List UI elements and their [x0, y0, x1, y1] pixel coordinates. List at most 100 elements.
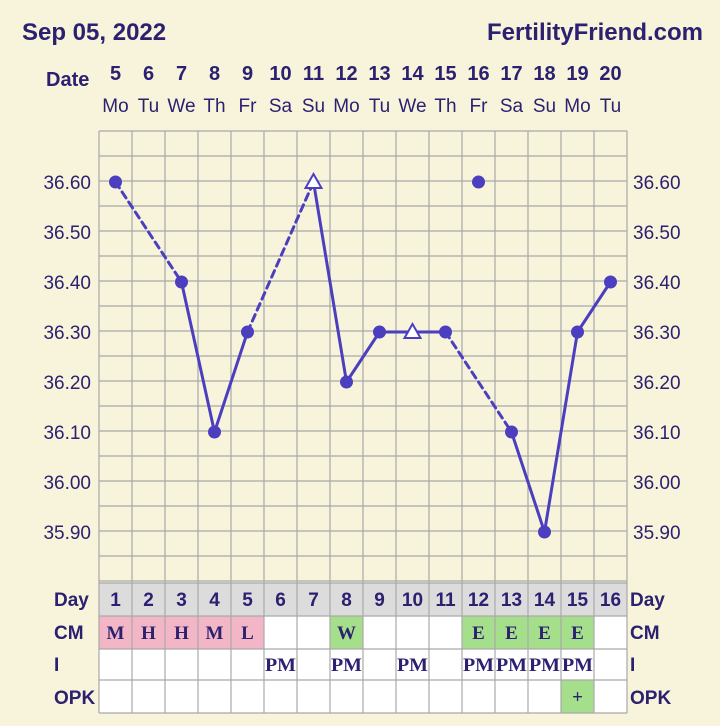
- y-tick-label-left: 36.00: [43, 473, 91, 494]
- date-label: 14: [401, 63, 424, 85]
- i-row-label-left: I: [54, 655, 59, 676]
- cycle-day: 8: [341, 590, 352, 611]
- y-tick-label-left: 36.40: [43, 273, 91, 294]
- y-tick-label-left: 36.10: [43, 423, 91, 444]
- cm-value: L: [241, 623, 254, 644]
- cm-value: W: [337, 623, 356, 644]
- y-tick-label-left: 36.20: [43, 373, 91, 394]
- date-label: 20: [599, 63, 621, 85]
- cm-cell-fill: [231, 616, 264, 649]
- cycle-day: 16: [600, 590, 621, 611]
- temp-line-dashed-segment: [114, 180, 183, 284]
- temp-line-segment: [180, 280, 216, 434]
- cycle-day: 6: [275, 590, 286, 611]
- cm-cell-fill: [330, 616, 363, 649]
- temp-point: [109, 175, 122, 189]
- temp-point: [538, 525, 551, 539]
- weekday-label: Tu: [369, 96, 390, 117]
- date-row-label: Date: [46, 69, 89, 91]
- cm-cell-fill: [561, 616, 594, 649]
- cycle-day: 3: [176, 590, 187, 611]
- date-label: 18: [533, 63, 555, 85]
- temp-point-open-triangle: [303, 171, 324, 189]
- cycle-day: 11: [435, 590, 456, 611]
- cm-cell-fill: [528, 616, 561, 649]
- temp-point: [604, 275, 617, 289]
- temp-point: [208, 425, 221, 439]
- weekday-label: We: [167, 96, 195, 117]
- intercourse-value: PM: [397, 655, 428, 676]
- cm-value: M: [107, 623, 125, 644]
- temp-line-segment: [543, 330, 579, 534]
- weekday-label: Th: [203, 96, 225, 117]
- date-label: 12: [335, 63, 357, 85]
- day-row-label-right: Day: [630, 590, 665, 611]
- opk-row-label-right: OPK: [630, 688, 671, 709]
- intercourse-value: PM: [562, 655, 593, 676]
- opk-value: +: [572, 687, 583, 708]
- weekday-label: We: [398, 96, 426, 117]
- temp-line-dashed-segment: [444, 330, 513, 434]
- weekday-label: Fr: [470, 96, 489, 117]
- cm-value: E: [472, 623, 485, 644]
- y-tick-label-right: 35.90: [633, 523, 681, 544]
- cm-cell-fill: [99, 616, 132, 649]
- y-tick-label-right: 36.40: [633, 273, 681, 294]
- date-label: 5: [110, 63, 121, 85]
- y-tick-label-right: 36.30: [633, 323, 681, 344]
- cm-value: E: [538, 623, 551, 644]
- date-label: 15: [434, 63, 456, 85]
- cm-cell-fill: [165, 616, 198, 649]
- temp-line-segment: [312, 180, 348, 384]
- date-label: 9: [242, 63, 253, 85]
- intercourse-value: PM: [463, 655, 494, 676]
- date-label: 11: [303, 63, 324, 85]
- date-label: 7: [176, 63, 187, 85]
- weekday-label: Su: [302, 96, 325, 117]
- y-tick-label-left: 36.30: [43, 323, 91, 344]
- cycle-day: 15: [567, 590, 589, 611]
- cm-cell-fill: [132, 616, 165, 649]
- date-label: 13: [368, 63, 390, 85]
- intercourse-value: PM: [496, 655, 527, 676]
- temp-point-open-triangle: [402, 321, 423, 339]
- site-name: FertilityFriend.com: [487, 19, 703, 46]
- temp-point: [571, 325, 584, 339]
- intercourse-value: PM: [265, 655, 296, 676]
- temp-point: [175, 275, 188, 289]
- weekday-label: Su: [533, 96, 556, 117]
- cm-value: E: [505, 623, 518, 644]
- y-tick-label-right: 36.50: [633, 223, 681, 244]
- weekday-label: Sa: [269, 96, 293, 117]
- cycle-day: 4: [209, 590, 220, 611]
- i-row-label-right: I: [630, 655, 635, 676]
- temp-line-dashed-segment: [246, 180, 315, 334]
- cm-value: H: [141, 623, 156, 644]
- cycle-day: 9: [374, 590, 385, 611]
- cm-row-label-left: CM: [54, 623, 84, 644]
- intercourse-value: PM: [331, 655, 362, 676]
- temp-point: [439, 325, 452, 339]
- y-tick-label-left: 36.60: [43, 173, 91, 194]
- date-label: 8: [209, 63, 220, 85]
- date-label: 17: [500, 63, 522, 85]
- day-row-label-left: Day: [54, 590, 89, 611]
- cm-cell-fill: [462, 616, 495, 649]
- temp-line-segment: [576, 280, 612, 334]
- weekday-label: Mo: [333, 96, 359, 117]
- cm-value: E: [571, 623, 584, 644]
- cm-value: H: [174, 623, 189, 644]
- date-label: 16: [467, 63, 489, 85]
- cycle-day: 5: [242, 590, 253, 611]
- cm-cell-fill: [198, 616, 231, 649]
- cycle-day: 13: [501, 590, 522, 611]
- y-tick-label-left: 36.50: [43, 223, 91, 244]
- y-tick-label-left: 35.90: [43, 523, 91, 544]
- opk-cell-fill: [561, 680, 594, 713]
- date-label: 10: [269, 63, 291, 85]
- y-tick-label-right: 36.60: [633, 173, 681, 194]
- y-tick-label-right: 36.10: [633, 423, 681, 444]
- weekday-label: Sa: [500, 96, 524, 117]
- weekday-label: Mo: [102, 96, 128, 117]
